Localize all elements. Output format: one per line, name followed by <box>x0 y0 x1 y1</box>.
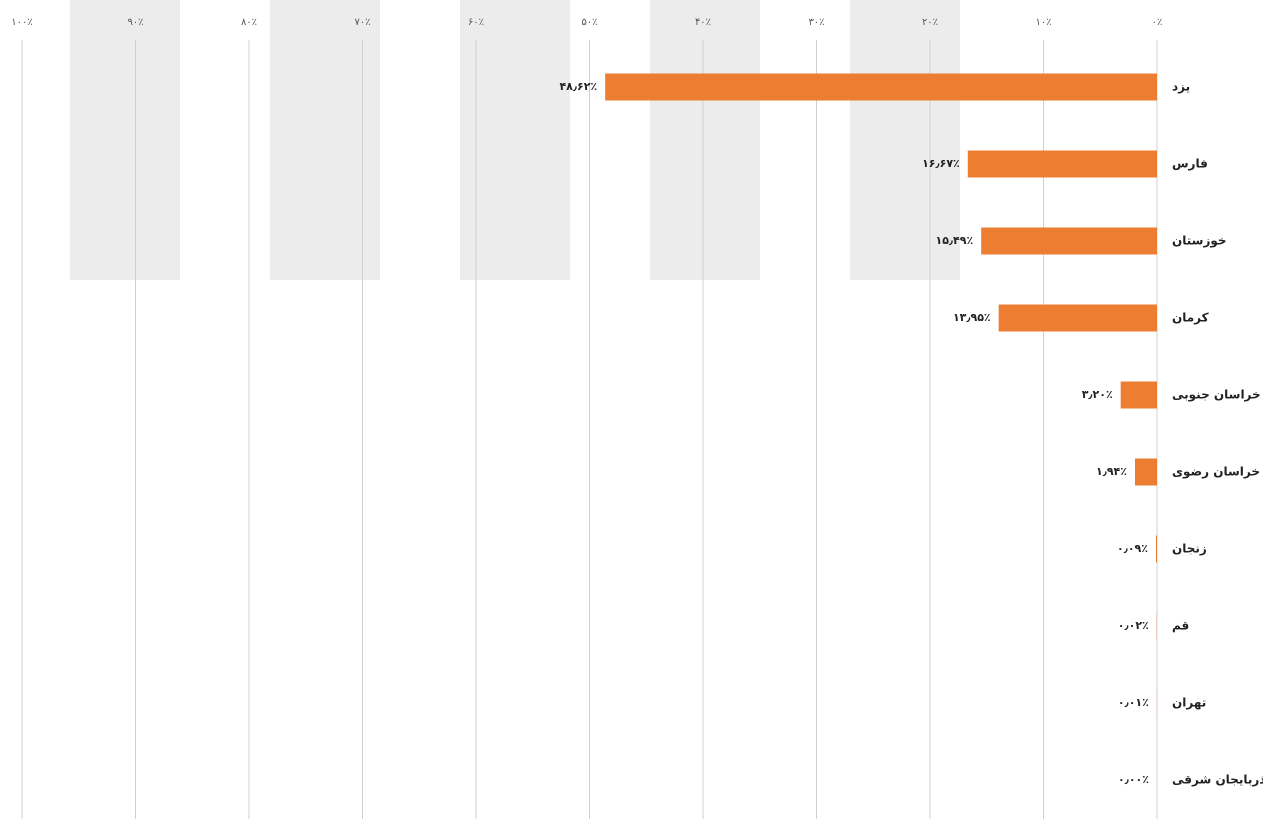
bar <box>967 150 1157 178</box>
category-label: یزد <box>1172 80 1190 94</box>
value-label: ۰٫۰۹٪ <box>1117 542 1148 555</box>
x-tick-label: ۹۰٪ <box>127 17 143 28</box>
value-label: ۱۵٫۴۹٪ <box>935 234 973 247</box>
category-label: خوزستان <box>1172 234 1227 249</box>
x-tick-label: ۳۰٪ <box>808 17 824 28</box>
x-tick-label: ۱۰۰٪ <box>11 17 32 28</box>
value-label: ۰٫۰۱٪ <box>1118 696 1149 709</box>
value-label: ۰٫۰۲٪ <box>1118 619 1149 632</box>
value-label: ۴۸٫۶۲٪ <box>559 80 597 93</box>
x-tick-label: ۲۰٪ <box>922 17 938 28</box>
x-tick-label: ۵۰٪ <box>581 17 597 28</box>
category-label: آذربایجان شرقی <box>1172 772 1263 787</box>
value-label: ۳٫۲۰٪ <box>1082 388 1113 401</box>
bar <box>1120 381 1157 409</box>
value-label: ۱۳٫۹۵٪ <box>953 311 991 324</box>
bar <box>605 73 1157 101</box>
bar <box>1155 535 1157 563</box>
x-tick-label: ۴۰٪ <box>695 17 711 28</box>
value-label: ۱٫۹۴٪ <box>1096 465 1127 478</box>
category-label: کرمان <box>1172 311 1209 325</box>
x-tick-label: ۱۰٪ <box>1035 17 1051 28</box>
value-label: ۰٫۰۰٪ <box>1118 773 1149 786</box>
x-tick-label: ۰٪ <box>1152 17 1163 28</box>
x-tick-label: ۸۰٪ <box>241 17 257 28</box>
category-label: قم <box>1172 619 1189 633</box>
x-tick-label: ۶۰٪ <box>468 17 484 28</box>
bar <box>998 304 1157 332</box>
category-label: تهران <box>1172 696 1206 710</box>
value-label: ۱۶٫۶۷٪ <box>922 157 960 170</box>
watermark <box>70 0 960 280</box>
category-label: خراسان جنوبی <box>1172 388 1261 403</box>
x-tick-label: ۷۰٪ <box>354 17 370 28</box>
category-label: خراسان رضوی <box>1172 465 1260 480</box>
category-label: فارس <box>1172 157 1208 171</box>
category-label: زنجان <box>1172 542 1207 556</box>
bar <box>981 227 1157 255</box>
bar <box>1134 458 1157 486</box>
